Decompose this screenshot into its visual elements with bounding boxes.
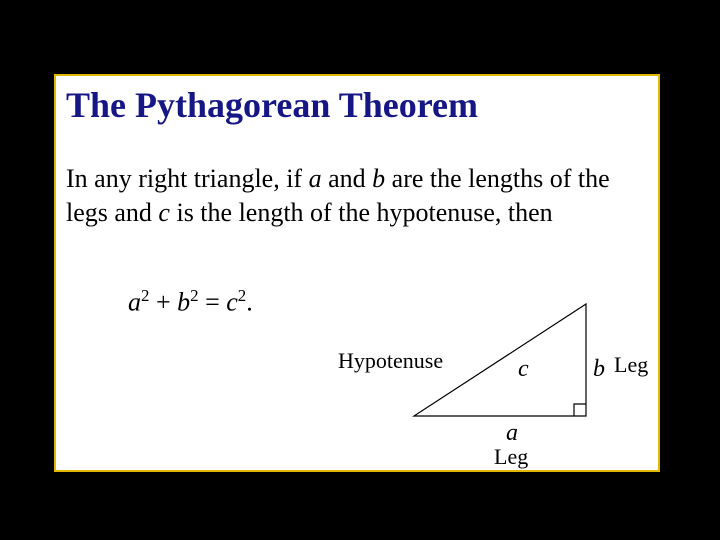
- label-a: a: [506, 420, 518, 447]
- formula-a: a: [128, 288, 141, 317]
- body-var-b: b: [372, 164, 385, 193]
- body-var-a: a: [309, 164, 322, 193]
- theorem-formula: a2 + b2 = c2.: [128, 286, 253, 318]
- triangle-diagram: Hypotenuse c b Leg a Leg: [338, 286, 648, 461]
- label-b: b: [593, 356, 605, 383]
- body-pre-a: In any right triangle, if: [66, 164, 309, 193]
- label-leg-bottom: Leg: [494, 444, 528, 470]
- formula-plus: +: [149, 288, 177, 317]
- formula-c-sq: 2: [238, 286, 246, 305]
- theorem-card: The Pythagorean Theorem In any right tri…: [54, 74, 660, 472]
- formula-period: .: [246, 288, 253, 317]
- card-title: The Pythagorean Theorem: [66, 84, 478, 126]
- label-hypotenuse: Hypotenuse: [338, 348, 443, 374]
- theorem-statement: In any right triangle, if a and b are th…: [66, 162, 656, 230]
- body-post: is the length of the hypotenuse, then: [170, 198, 553, 227]
- label-leg-right: Leg: [614, 352, 648, 378]
- formula-eq: =: [199, 288, 227, 317]
- body-mid1: and: [322, 164, 373, 193]
- formula-c: c: [226, 288, 238, 317]
- formula-b: b: [177, 288, 190, 317]
- body-var-c: c: [158, 198, 170, 227]
- label-c: c: [518, 356, 529, 383]
- formula-b-sq: 2: [190, 286, 198, 305]
